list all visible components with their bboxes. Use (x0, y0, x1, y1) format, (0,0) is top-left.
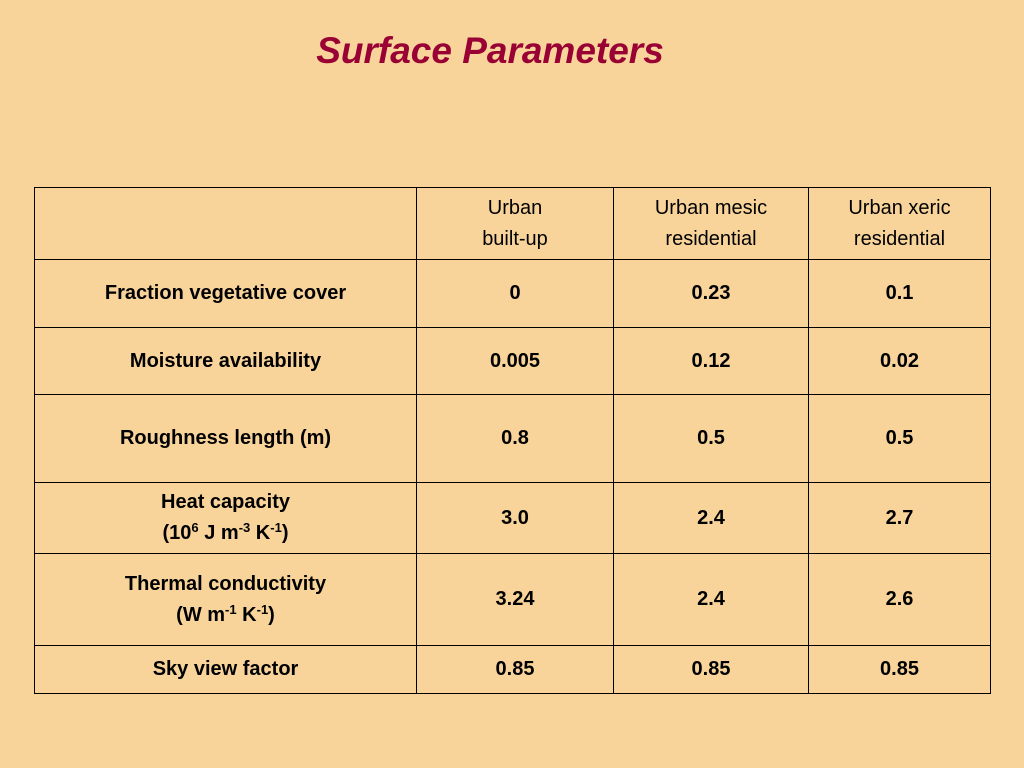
superscript: -1 (270, 520, 282, 535)
data-row: Thermal conductivity (W m-1 K-1) 3.24 2.4 2.… (34, 553, 991, 646)
superscript: 6 (191, 520, 199, 535)
value-cell: 0.85 (416, 645, 614, 694)
value-cell: 2.7 (808, 482, 991, 554)
header-line: Urban (487, 196, 543, 219)
value-cell: 2.4 (613, 482, 809, 554)
label-text: K (236, 603, 257, 626)
data-row: Roughness length (m) 0.8 0.5 0.5 (34, 394, 991, 483)
row-label: Roughness length (m) (34, 394, 417, 483)
label-text: Sky view factor (152, 658, 299, 680)
header-line: residential (665, 227, 757, 250)
table-body: Urban built-up Urban mesic residential Urban… (34, 187, 991, 694)
value-cell: 0.5 (808, 394, 991, 483)
label-text: J m (198, 522, 239, 544)
value-cell: 3.24 (416, 553, 614, 646)
data-row: Moisture availability 0.005 0.12 0.02 (34, 327, 991, 395)
value-cell: 0.85 (808, 645, 991, 694)
label-text: Thermal conductivity (124, 572, 327, 595)
parameter-table: Urban built-up Urban mesic residential Urban… (34, 187, 991, 694)
label-text: Roughness length (m) (119, 427, 332, 449)
row-label: Heat capacity (106 J m-3 K-1) (34, 482, 417, 554)
slide-title: Surface Parameters (316, 30, 664, 71)
label-text: ) (268, 603, 275, 626)
label-text: Moisture availability (129, 349, 322, 372)
label-text: (10 (162, 522, 192, 544)
superscript: -3 (238, 520, 251, 535)
data-row: Fraction vegetative cover 0 0.23 0.1 (34, 259, 991, 328)
value-cell: 2.4 (613, 553, 809, 646)
header-line: Urban xeric (848, 196, 951, 219)
label-text: ) (281, 522, 289, 544)
value-cell: 0.12 (613, 327, 809, 395)
header-line: built-up (482, 227, 548, 250)
header-row: Urban built-up Urban mesic residential Urban… (34, 187, 991, 260)
value-cell: 0.5 (613, 394, 809, 483)
column-header: Urban xeric residential (808, 187, 991, 260)
column-header: Urban built-up (416, 187, 614, 260)
value-cell: 0.005 (416, 327, 614, 395)
data-row: Sky view factor 0.85 0.85 0.85 (34, 645, 991, 694)
value-cell: 0.1 (808, 259, 991, 328)
row-label: Thermal conductivity (W m-1 K-1) (34, 553, 417, 646)
value-cell: 0.85 (613, 645, 809, 694)
value-cell: 0.8 (416, 394, 614, 483)
column-header: Urban mesic residential (613, 187, 809, 260)
value-cell: 3.0 (416, 482, 614, 554)
value-cell: 0.02 (808, 327, 991, 395)
row-label: Moisture availability (34, 327, 417, 395)
value-cell: 0 (416, 259, 614, 328)
label-text: K (250, 522, 271, 544)
row-label: Fraction vegetative cover (34, 259, 417, 328)
header-line: Urban mesic (654, 196, 768, 219)
row-label: Sky view factor (34, 645, 417, 694)
value-cell: 2.6 (808, 553, 991, 646)
label-text: Fraction vegetative cover (104, 282, 347, 304)
label-text: (W m (176, 603, 226, 626)
value-cell: 0.23 (613, 259, 809, 328)
header-line: residential (853, 227, 946, 250)
label-text: Heat capacity (161, 491, 290, 513)
data-row: Heat capacity (106 J m-3 K-1) 3.0 2.4 2.7 (34, 482, 991, 554)
superscript: -1 (256, 601, 269, 617)
superscript: -1 (225, 601, 237, 617)
corner-cell (34, 187, 417, 260)
